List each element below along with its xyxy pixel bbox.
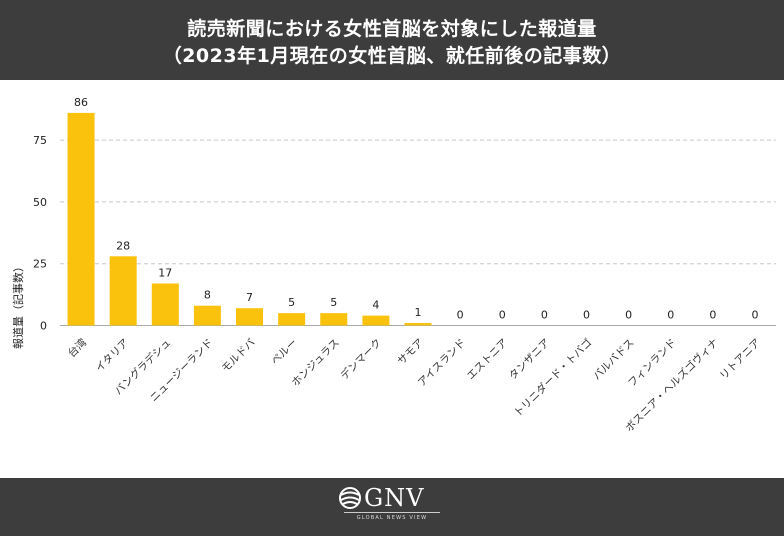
data-label: 0: [457, 309, 464, 322]
data-label: 86: [74, 96, 88, 109]
y-tick-label: 75: [33, 134, 47, 147]
x-tick-label: ペルー: [269, 337, 300, 368]
y-axis-label: 報道量（記事数）: [11, 261, 25, 349]
data-label: 28: [116, 239, 130, 252]
x-tick-label: サモア: [395, 337, 426, 368]
data-label: 0: [625, 309, 632, 322]
x-tick-label: デンマーク: [338, 336, 384, 382]
x-tick-label: モルドバ: [219, 336, 258, 375]
data-label: 0: [709, 309, 716, 322]
chart-header: 読売新聞における女性首脳を対象にした報道量 （2023年1月現在の女性首脳、就任…: [0, 0, 784, 80]
data-label: 7: [246, 291, 253, 304]
data-label: 5: [288, 296, 295, 309]
footer: [0, 478, 784, 536]
data-label: 0: [667, 309, 674, 322]
y-tick-label: 50: [33, 196, 47, 209]
bar: [362, 315, 390, 326]
bar: [67, 112, 95, 326]
x-tick-label: 台湾: [65, 336, 89, 360]
bar: [236, 308, 264, 326]
bar-chart: 025507586台湾28イタリア17バングラデシュ8ニュージーランド7モルドバ…: [11, 96, 776, 434]
bar: [320, 313, 348, 326]
chart-title-line-1: 読売新聞における女性首脳を対象にした報道量: [187, 18, 597, 40]
data-label: 0: [751, 309, 758, 322]
logo-text: GNV: [364, 484, 425, 512]
globe-logo-icon: [339, 487, 361, 509]
bar: [404, 323, 432, 326]
x-tick-label: エストニア: [465, 337, 511, 383]
bar: [109, 256, 137, 326]
x-tick-label: タンザニア: [507, 337, 553, 383]
gnv-logo: GNV GLOBAL NEWS VIEW: [338, 483, 448, 529]
data-label: 17: [158, 266, 172, 279]
data-label: 0: [499, 309, 506, 322]
data-label: 0: [541, 309, 548, 322]
data-label: 5: [330, 296, 337, 309]
x-tick-label: リトアニア: [718, 337, 763, 382]
chart-title-line-2: （2023年1月現在の女性首脳、就任前後の記事数）: [162, 45, 622, 67]
y-tick-label: 25: [33, 258, 47, 271]
x-tick-label: トリニダード・トバゴ: [511, 336, 594, 419]
logo-subtitle: GLOBAL NEWS VIEW: [344, 512, 440, 521]
bar: [193, 305, 221, 326]
x-tick-label: イタリア: [93, 337, 131, 375]
data-label: 0: [583, 309, 590, 322]
x-tick-label: バルバドス: [591, 337, 637, 383]
data-label: 1: [415, 306, 422, 319]
bar: [151, 283, 179, 326]
bar: [278, 313, 306, 326]
y-tick-label: 0: [40, 320, 47, 333]
data-label: 4: [372, 299, 379, 312]
data-label: 8: [204, 289, 211, 302]
